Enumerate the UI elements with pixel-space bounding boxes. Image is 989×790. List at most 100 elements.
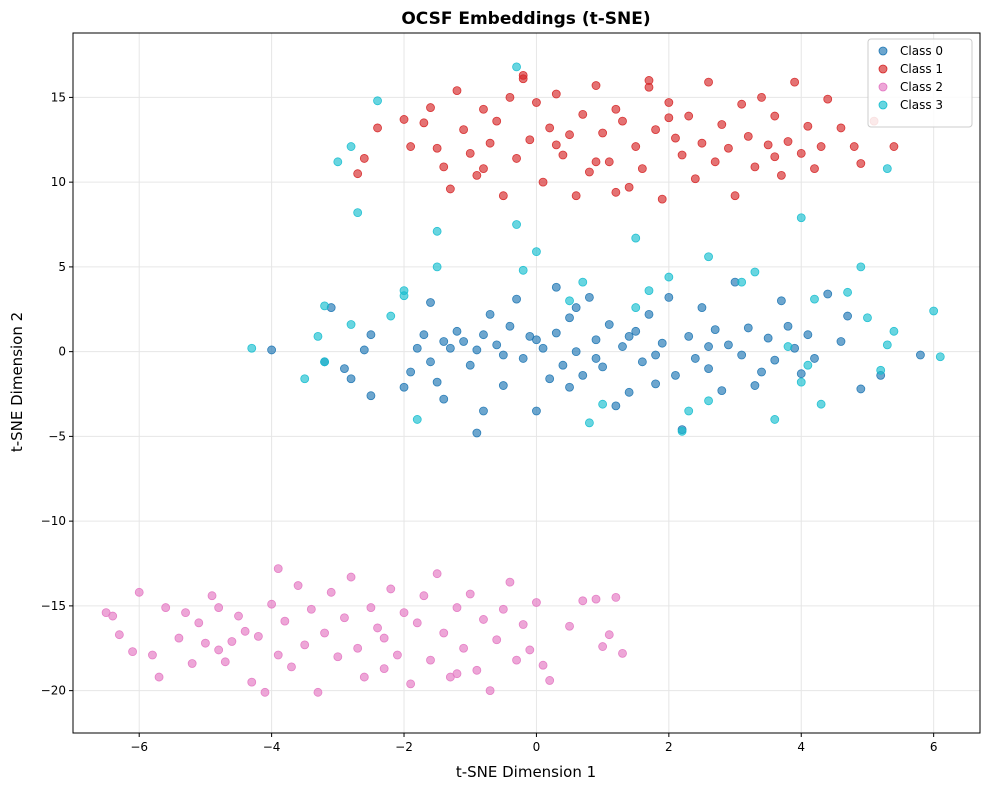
data-point <box>498 350 508 360</box>
data-point <box>379 633 389 643</box>
data-point <box>452 603 462 612</box>
data-point <box>545 123 555 133</box>
legend-marker <box>878 82 888 92</box>
data-point <box>432 143 442 153</box>
data-point <box>604 320 614 329</box>
data-point <box>611 104 621 114</box>
data-point <box>796 369 806 379</box>
data-point <box>412 343 422 353</box>
data-point <box>492 116 502 126</box>
data-point <box>710 157 720 167</box>
data-point <box>452 669 462 679</box>
x-tick-label: −6 <box>130 740 148 754</box>
data-point <box>684 111 694 121</box>
data-points <box>101 62 945 697</box>
data-point <box>346 320 356 329</box>
data-point <box>459 337 469 346</box>
data-point <box>114 630 124 640</box>
y-tick-label: 10 <box>51 175 66 189</box>
y-tick-label: 0 <box>58 345 66 359</box>
data-point <box>280 616 290 626</box>
data-point <box>584 418 594 428</box>
legend-box <box>867 38 973 128</box>
data-point <box>717 386 727 396</box>
data-point <box>776 296 786 306</box>
data-point <box>783 321 793 331</box>
data-point <box>439 337 449 346</box>
data-point <box>810 294 819 304</box>
data-point <box>459 643 469 653</box>
data-point <box>426 298 435 307</box>
data-point <box>664 293 674 302</box>
data-point <box>770 152 780 162</box>
data-point <box>545 374 555 384</box>
data-point <box>419 330 429 340</box>
data-point <box>624 387 634 397</box>
data-point <box>783 137 793 146</box>
data-point <box>551 328 561 338</box>
data-point <box>598 128 608 138</box>
data-point <box>591 335 601 345</box>
x-tick-label: 6 <box>930 740 938 754</box>
data-point <box>399 291 409 301</box>
data-point <box>737 99 747 109</box>
data-point <box>565 130 574 140</box>
data-point <box>843 311 852 321</box>
data-point <box>512 154 521 163</box>
data-point <box>313 687 323 697</box>
data-point <box>366 330 376 340</box>
data-point <box>134 587 144 597</box>
data-point <box>260 687 270 697</box>
data-point <box>631 233 641 243</box>
data-point <box>697 138 707 148</box>
data-point <box>743 131 753 141</box>
data-point <box>412 415 422 424</box>
data-point <box>843 287 852 297</box>
data-point <box>671 133 680 143</box>
data-point <box>763 333 773 343</box>
data-point <box>412 618 422 628</box>
data-point <box>459 125 469 135</box>
data-point <box>293 581 303 590</box>
data-point <box>803 360 813 370</box>
series-1 <box>353 70 899 204</box>
data-point <box>273 564 283 573</box>
data-point <box>770 355 780 365</box>
data-point <box>353 208 363 218</box>
data-point <box>611 593 621 602</box>
data-point <box>935 352 945 362</box>
series-0 <box>267 277 925 438</box>
y-tick-label: −5 <box>48 429 66 443</box>
data-point <box>757 93 766 102</box>
data-point <box>485 686 495 696</box>
data-point <box>849 142 859 151</box>
data-point <box>929 306 939 316</box>
data-point <box>889 142 899 151</box>
data-point <box>465 589 475 599</box>
data-point <box>796 377 806 387</box>
data-point <box>247 677 257 687</box>
data-point <box>359 345 369 355</box>
data-point <box>558 150 568 160</box>
data-point <box>704 396 713 406</box>
data-point <box>187 659 197 668</box>
data-point <box>551 89 561 99</box>
data-point <box>750 381 760 390</box>
data-point <box>379 664 389 673</box>
data-point <box>148 650 157 660</box>
data-point <box>287 662 296 672</box>
data-point <box>220 657 230 667</box>
data-point <box>724 340 733 350</box>
data-point <box>624 331 634 341</box>
data-point <box>161 603 171 612</box>
data-point <box>776 170 786 180</box>
data-point <box>108 611 118 621</box>
y-tick-label: 5 <box>58 260 66 274</box>
data-point <box>591 81 601 90</box>
x-tick-label: 0 <box>533 740 541 754</box>
data-point <box>426 103 435 112</box>
data-point <box>333 652 343 662</box>
x-axis-ticks: −6 −4 −2 0 2 4 6 <box>130 733 937 754</box>
data-point <box>889 326 899 336</box>
